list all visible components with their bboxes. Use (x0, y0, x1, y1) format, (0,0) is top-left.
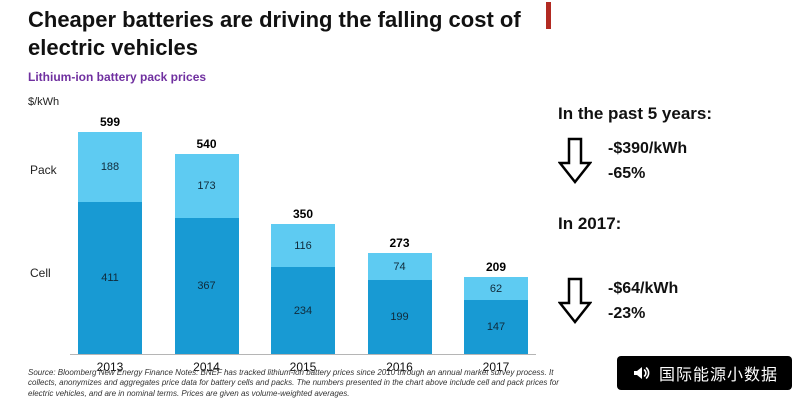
bar-column: 209 62 147 (464, 260, 528, 354)
bar-column: 350 116 234 (271, 207, 335, 354)
bar-segment-value: 74 (393, 260, 406, 273)
page-title: Cheaper batteries are driving the fallin… (28, 7, 521, 60)
bar-segment-value: 188 (100, 161, 120, 173)
source-note: Source: Bloomberg New Energy Finance Not… (28, 368, 559, 398)
bar-segment-value: 62 (489, 282, 503, 295)
annotation-value: -$390/kWh (608, 140, 688, 157)
annotation-percent: -23% (608, 305, 646, 322)
y-axis-label: $/kWh (28, 96, 60, 108)
annotation-2017: In 2017: -$64/kWh -23% (557, 214, 793, 326)
down-arrow-icon (557, 277, 593, 325)
x-axis-label: 2017 (482, 360, 510, 374)
bar-segment-value: 367 (197, 280, 216, 292)
x-axis-label: 2014 (193, 360, 220, 374)
series-label-pack: Pack (30, 163, 57, 177)
x-axis-label: 2015 (289, 360, 317, 374)
annotation-heading: In the past 5 years: (558, 104, 713, 123)
bar-segment-cell: 199 (367, 280, 432, 354)
bar-segment-pack: 173 (174, 154, 239, 218)
bar-total-label: 540 (196, 137, 217, 151)
bar-total-label: 350 (292, 207, 314, 221)
publisher-badge-label: 国际能源小数据 (658, 367, 778, 384)
bar-segment-cell: 234 (271, 267, 335, 354)
bar-segment-value: 234 (293, 304, 313, 317)
bar-segment-cell: 367 (174, 218, 239, 354)
bar-chart-bars: 599 188 411 540 173 367 350 116 234 273 74 199 209 62… (78, 112, 528, 354)
bar-segment-cell: 411 (78, 202, 142, 354)
bar-column: 540 173 367 (174, 137, 239, 354)
megaphone-icon (631, 363, 651, 383)
bar-total-label: 273 (389, 236, 410, 250)
bar-segment-value: 173 (197, 180, 216, 192)
down-arrow-icon (557, 137, 593, 185)
x-axis-label: 2016 (386, 360, 413, 374)
bar-total-label: 209 (485, 260, 507, 274)
bar-segment-pack: 62 (464, 277, 528, 300)
bar-segment-pack: 188 (78, 132, 142, 202)
annotation-heading: In 2017: (558, 214, 622, 233)
bar-segment-value: 147 (486, 321, 506, 333)
bar-segment-value: 199 (390, 311, 409, 323)
series-label-cell: Cell (30, 266, 51, 280)
bar-segment-pack: 116 (271, 224, 335, 267)
bar-segment-value: 411 (101, 272, 119, 284)
annotation-five-years: In the past 5 years: -$390/kWh -65% (557, 104, 793, 186)
x-axis-line (70, 354, 536, 355)
annotation-percent: -65% (608, 165, 646, 182)
x-axis-label: 2013 (96, 360, 124, 374)
bar-column: 599 188 411 (78, 115, 142, 354)
bar-segment-cell: 147 (464, 300, 528, 354)
red-marker (546, 2, 551, 29)
publisher-badge: 国际能源小数据 (616, 356, 792, 390)
bar-column: 273 74 199 (367, 236, 432, 354)
bar-segment-pack: 74 (367, 253, 432, 280)
chart-subtitle: Lithium-ion battery pack prices (28, 70, 207, 84)
bar-segment-value: 116 (294, 239, 312, 252)
x-axis-labels: 2013 2014 2015 2016 2017 (78, 360, 528, 374)
bar-total-label: 599 (99, 115, 121, 129)
annotation-value: -$64/kWh (608, 280, 679, 297)
bar-chart: 599 188 411 540 173 367 350 116 234 273 74 199 209 62… (78, 112, 528, 354)
